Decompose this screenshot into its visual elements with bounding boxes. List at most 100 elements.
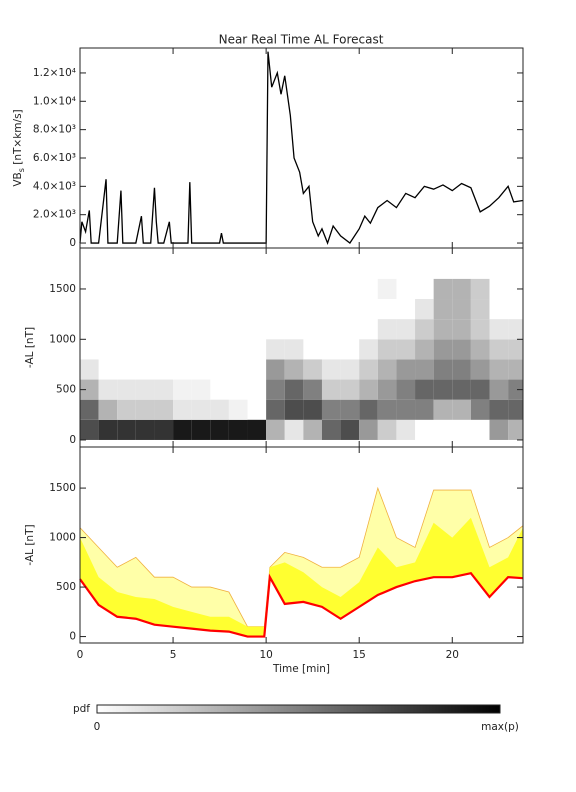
y-tick-label: 1.2×10⁴ bbox=[33, 67, 76, 79]
pdf-cell bbox=[508, 379, 523, 400]
pdf-cell bbox=[470, 339, 490, 360]
pdf-cell bbox=[489, 339, 509, 360]
y-tick-label: 0 bbox=[69, 434, 76, 446]
pdf-cell bbox=[98, 399, 118, 420]
pdf-cell bbox=[433, 399, 453, 420]
pdf-cell bbox=[228, 419, 248, 440]
pdf-cell bbox=[266, 419, 285, 440]
pdf-cell bbox=[98, 379, 118, 400]
pdf-cell bbox=[266, 359, 285, 380]
pdf-cell bbox=[433, 339, 453, 360]
pdf-cell bbox=[359, 339, 378, 360]
pdf-cell bbox=[489, 319, 509, 340]
pdf-cell bbox=[117, 399, 136, 420]
x-tick-label: 10 bbox=[259, 649, 272, 661]
pdf-cell bbox=[359, 379, 378, 400]
pdf-cell bbox=[117, 379, 136, 400]
heatmap bbox=[80, 278, 523, 440]
colorbar-min: 0 bbox=[94, 721, 101, 733]
plot-frame bbox=[79, 47, 524, 249]
pdf-cell bbox=[377, 278, 397, 300]
pdf-cell bbox=[266, 379, 285, 400]
pdf-cell bbox=[452, 299, 471, 320]
pdf-cell bbox=[210, 399, 229, 420]
pdf-cell bbox=[508, 359, 523, 380]
pdf-cell bbox=[489, 399, 509, 420]
pdf-cell bbox=[508, 339, 523, 360]
pdf-cell bbox=[433, 319, 453, 340]
pdf-cell bbox=[377, 339, 397, 360]
pdf-cell bbox=[396, 359, 416, 380]
bands bbox=[80, 486, 523, 637]
pdf-cell bbox=[173, 379, 192, 400]
pdf-cell bbox=[80, 379, 99, 400]
pdf-cell bbox=[284, 339, 304, 360]
pdf-cell bbox=[135, 399, 155, 420]
pdf-cell bbox=[489, 359, 509, 380]
pdf-cell bbox=[303, 359, 322, 380]
pdf-cell bbox=[340, 419, 360, 440]
pdf-cell bbox=[340, 379, 360, 400]
y-tick-label: 1000 bbox=[49, 532, 76, 544]
pdf-cell bbox=[377, 359, 397, 380]
pdf-cell bbox=[489, 379, 509, 400]
pdf-cell bbox=[470, 299, 490, 320]
pdf-cell bbox=[396, 339, 416, 360]
colorbar-max: max(p) bbox=[481, 721, 519, 733]
pdf-cell bbox=[415, 399, 434, 420]
pdf-cell bbox=[415, 339, 434, 360]
pdf-cell bbox=[415, 379, 434, 400]
pdf-cell bbox=[359, 419, 378, 440]
pdf-cell bbox=[489, 419, 509, 440]
y-axis-label: VBs [nT×km/s] bbox=[12, 109, 26, 186]
pdf-cell bbox=[508, 399, 523, 420]
pdf-cell bbox=[154, 419, 174, 440]
pdf-cell bbox=[98, 419, 118, 440]
pdf-cell bbox=[80, 359, 99, 380]
pdf-cell bbox=[508, 319, 523, 340]
pdf-cell bbox=[452, 399, 471, 420]
pdf-cell bbox=[452, 379, 471, 400]
pdf-cell bbox=[154, 399, 174, 420]
pdf-cell bbox=[470, 399, 490, 420]
y-tick-label: 4.0×10³ bbox=[33, 180, 76, 192]
pdf-cell bbox=[247, 419, 267, 440]
pdf-cell bbox=[266, 399, 285, 420]
pdf-cell bbox=[359, 359, 378, 380]
pdf-cell bbox=[359, 399, 378, 420]
x-tick-label: 20 bbox=[446, 649, 459, 661]
pdf-cell bbox=[173, 419, 192, 440]
pdf-cell bbox=[415, 359, 434, 380]
colorbar-label: pdf bbox=[73, 703, 90, 715]
pdf-cell bbox=[284, 379, 304, 400]
pdf-cell bbox=[433, 359, 453, 380]
pdf-cell bbox=[173, 399, 192, 420]
pdf-cell bbox=[470, 379, 490, 400]
x-tick-label: 15 bbox=[353, 649, 366, 661]
pdf-cell bbox=[377, 399, 397, 420]
y-tick-label: 1500 bbox=[49, 482, 76, 494]
y-tick-label: 500 bbox=[56, 581, 76, 593]
pdf-cell bbox=[340, 359, 360, 380]
pdf-cell bbox=[452, 359, 471, 380]
pdf-cell bbox=[415, 299, 434, 320]
x-axis-label: Time [min] bbox=[272, 663, 330, 675]
chart-title: Near Real Time AL Forecast bbox=[219, 33, 384, 47]
colorbar bbox=[96, 704, 501, 714]
y-tick-label: 0 bbox=[69, 631, 76, 643]
median-line bbox=[79, 571, 524, 638]
x-tick-label: 0 bbox=[77, 649, 84, 661]
pdf-cell bbox=[210, 419, 229, 440]
pdf-cell bbox=[340, 399, 360, 420]
pdf-cell bbox=[321, 359, 341, 380]
label-unit: [nT×km/s] bbox=[12, 109, 24, 168]
y-tick-label: 1000 bbox=[49, 333, 76, 345]
pdf-cell bbox=[284, 359, 304, 380]
pdf-cell bbox=[452, 339, 471, 360]
pdf-cell bbox=[452, 319, 471, 340]
pdf-cell bbox=[470, 319, 490, 340]
pdf-cell bbox=[452, 278, 471, 300]
pdf-cell bbox=[415, 319, 434, 340]
pdf-cell bbox=[396, 319, 416, 340]
